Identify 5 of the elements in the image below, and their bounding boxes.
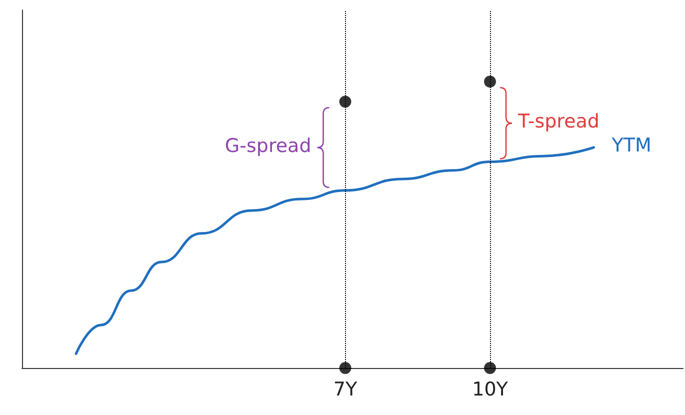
series-label: YTM <box>610 134 652 156</box>
x-tick-label: 7Y <box>333 378 358 400</box>
annotation: T-spread <box>517 110 600 133</box>
x-tick-label: 10Y <box>472 378 508 400</box>
annotation: G-spread <box>224 135 312 158</box>
